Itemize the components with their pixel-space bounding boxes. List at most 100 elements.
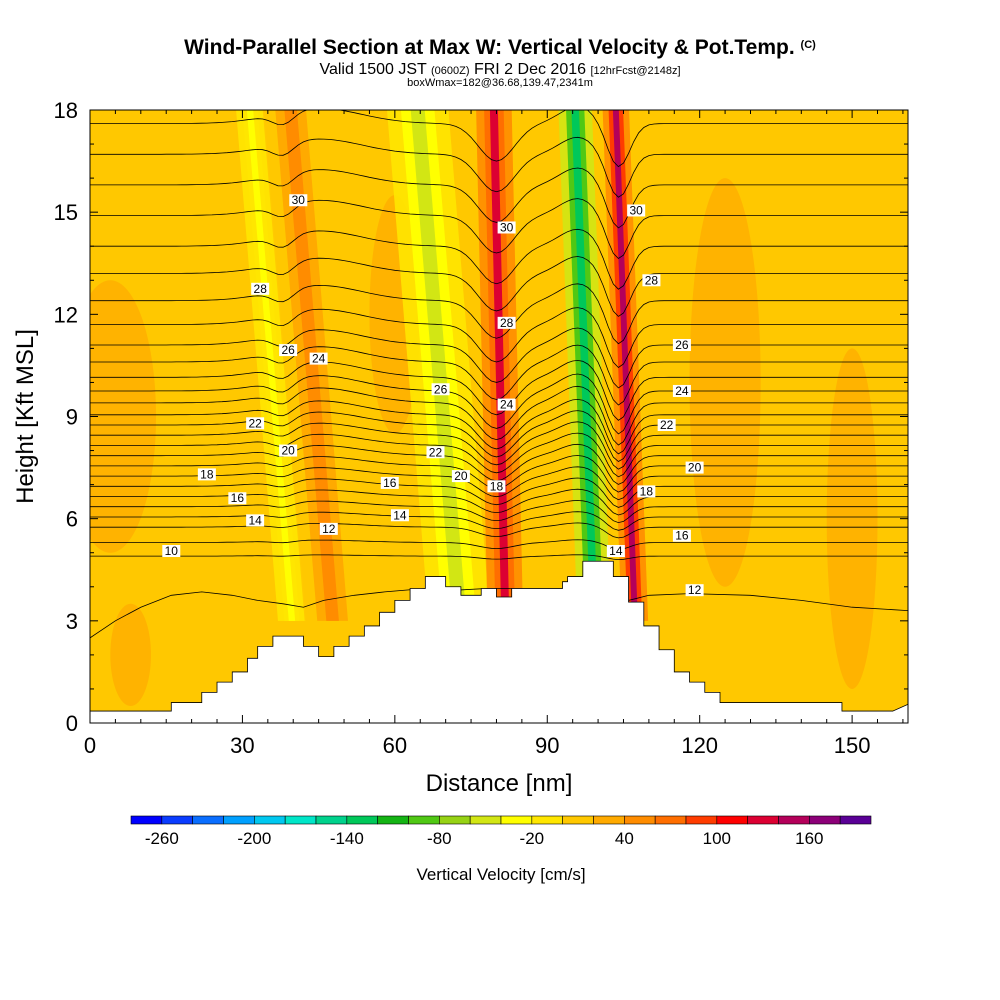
contour-label-bg	[309, 352, 328, 365]
updraft-band-core	[489, 110, 510, 621]
contour-label: 18	[490, 479, 504, 493]
contour-label-bg	[251, 282, 270, 295]
isentrope-line	[90, 588, 563, 639]
contour-label-bg	[487, 480, 506, 493]
colorbar-swatch	[192, 815, 224, 825]
x-tick-label: 0	[84, 733, 96, 758]
colorbar-swatch	[439, 815, 471, 825]
contour-label-bg	[390, 509, 409, 522]
colorbar-swatch	[254, 815, 286, 825]
contour-label-bg	[246, 417, 265, 430]
contour-label: 10	[165, 544, 179, 558]
isentrope-line	[90, 110, 908, 168]
plot-layer: 3028262422201816141210161426222018302824…	[90, 110, 908, 723]
contour-label-bg	[279, 444, 298, 457]
colorbar-swatch	[408, 815, 440, 825]
colorbar-swatch	[809, 815, 841, 825]
contour-label-bg	[672, 338, 691, 351]
contour-label: 28	[500, 316, 514, 330]
contour-label-bg	[197, 468, 216, 481]
isentrope-line	[90, 136, 908, 198]
colorbar-tick-label: -260	[145, 829, 179, 848]
colorbar-swatch	[839, 815, 872, 825]
contour-label-bg	[497, 221, 516, 234]
isentrope-line	[90, 500, 908, 524]
contour-label-bg	[380, 476, 399, 489]
contour-label-bg	[627, 204, 646, 217]
weak-updraft-patch	[826, 348, 878, 689]
contour-label: 18	[200, 467, 214, 481]
chart-title: Wind-Parallel Section at Max W: Vertical…	[0, 36, 1000, 60]
forecast-info: [12hrFcst@2148z]	[590, 65, 681, 77]
x-tick-label: 30	[230, 733, 254, 758]
updraft-band-core	[612, 110, 638, 621]
valid-date: FRI 2 Dec 2016	[473, 61, 587, 78]
terrain	[90, 560, 908, 723]
colorbar-swatch	[654, 815, 687, 825]
contour-label: 16	[231, 491, 245, 505]
contour-label: 12	[322, 522, 336, 536]
y-tick-label: 12	[54, 302, 78, 327]
weak-updraft-patch	[110, 603, 151, 706]
contour-label-bg	[642, 274, 661, 287]
colorbar-swatch	[500, 815, 533, 825]
isentrope-line	[90, 554, 908, 561]
y-tick-label: 0	[66, 711, 78, 736]
isentrope-line	[90, 307, 908, 369]
isentrope-line	[90, 443, 908, 485]
contour-label: 12	[688, 583, 702, 597]
contour-label: 18	[640, 484, 654, 498]
isentrope-line	[90, 359, 908, 421]
isentrope-line	[90, 228, 908, 290]
y-tick-label: 18	[54, 98, 78, 123]
weak-updraft-patch	[90, 280, 157, 553]
isentrope-line	[628, 593, 908, 612]
weak-updraft-patch	[689, 178, 761, 587]
x-tick-label: 150	[834, 733, 871, 758]
isentrope-line	[90, 522, 908, 539]
colorbar-swatch	[469, 815, 502, 825]
colorbar-swatch	[531, 815, 563, 825]
colorbar-swatch	[315, 815, 348, 825]
contour-label-bg	[685, 584, 704, 597]
y-tick-label: 3	[66, 609, 78, 634]
contour-label: 20	[688, 461, 702, 475]
contour-label: 14	[609, 544, 623, 558]
y-tick-label: 9	[66, 405, 78, 430]
contour-label: 30	[630, 203, 644, 217]
contour-label: 14	[393, 508, 407, 522]
isentrope-line	[90, 539, 908, 550]
contour-label: 20	[281, 444, 295, 458]
contour-label: 28	[254, 282, 268, 296]
colorbar-tick-label: 40	[615, 829, 634, 848]
colorbar-swatch	[161, 815, 193, 825]
contour-label-bg	[319, 522, 338, 535]
isentrope-line	[90, 432, 908, 478]
isentrope-line	[90, 327, 908, 389]
x-axis-label: Distance [nm]	[426, 770, 573, 797]
isentrope-line	[90, 256, 908, 317]
downdraft-band-core	[246, 110, 296, 621]
colorbar-swatch	[624, 815, 656, 825]
contour-label: 30	[292, 193, 306, 207]
contour-label: 26	[281, 343, 295, 357]
title-text: Wind-Parallel Section at Max W: Vertical…	[184, 36, 795, 59]
contour-label: 22	[660, 418, 674, 432]
contour-label-bg	[637, 485, 656, 498]
box-info: boxWmax=182@36.68,139.47,2341m	[407, 77, 593, 89]
contour-label-bg	[289, 194, 308, 207]
downdraft-band-core	[410, 110, 467, 621]
contour-label-bg	[228, 492, 247, 505]
y-tick-label: 6	[66, 507, 78, 532]
contour-label: 16	[383, 476, 397, 490]
contour-label-bg	[657, 419, 676, 432]
colorbar-swatch	[685, 815, 718, 825]
isentrope-line	[90, 373, 908, 435]
valid-time: Valid 1500 JST	[319, 61, 427, 78]
colorbar-tick-label: -80	[427, 829, 452, 848]
isentrope-line	[90, 198, 908, 260]
contour-label-bg	[497, 398, 516, 411]
colorbar-swatch	[747, 815, 779, 825]
x-tick-label: 90	[535, 733, 559, 758]
